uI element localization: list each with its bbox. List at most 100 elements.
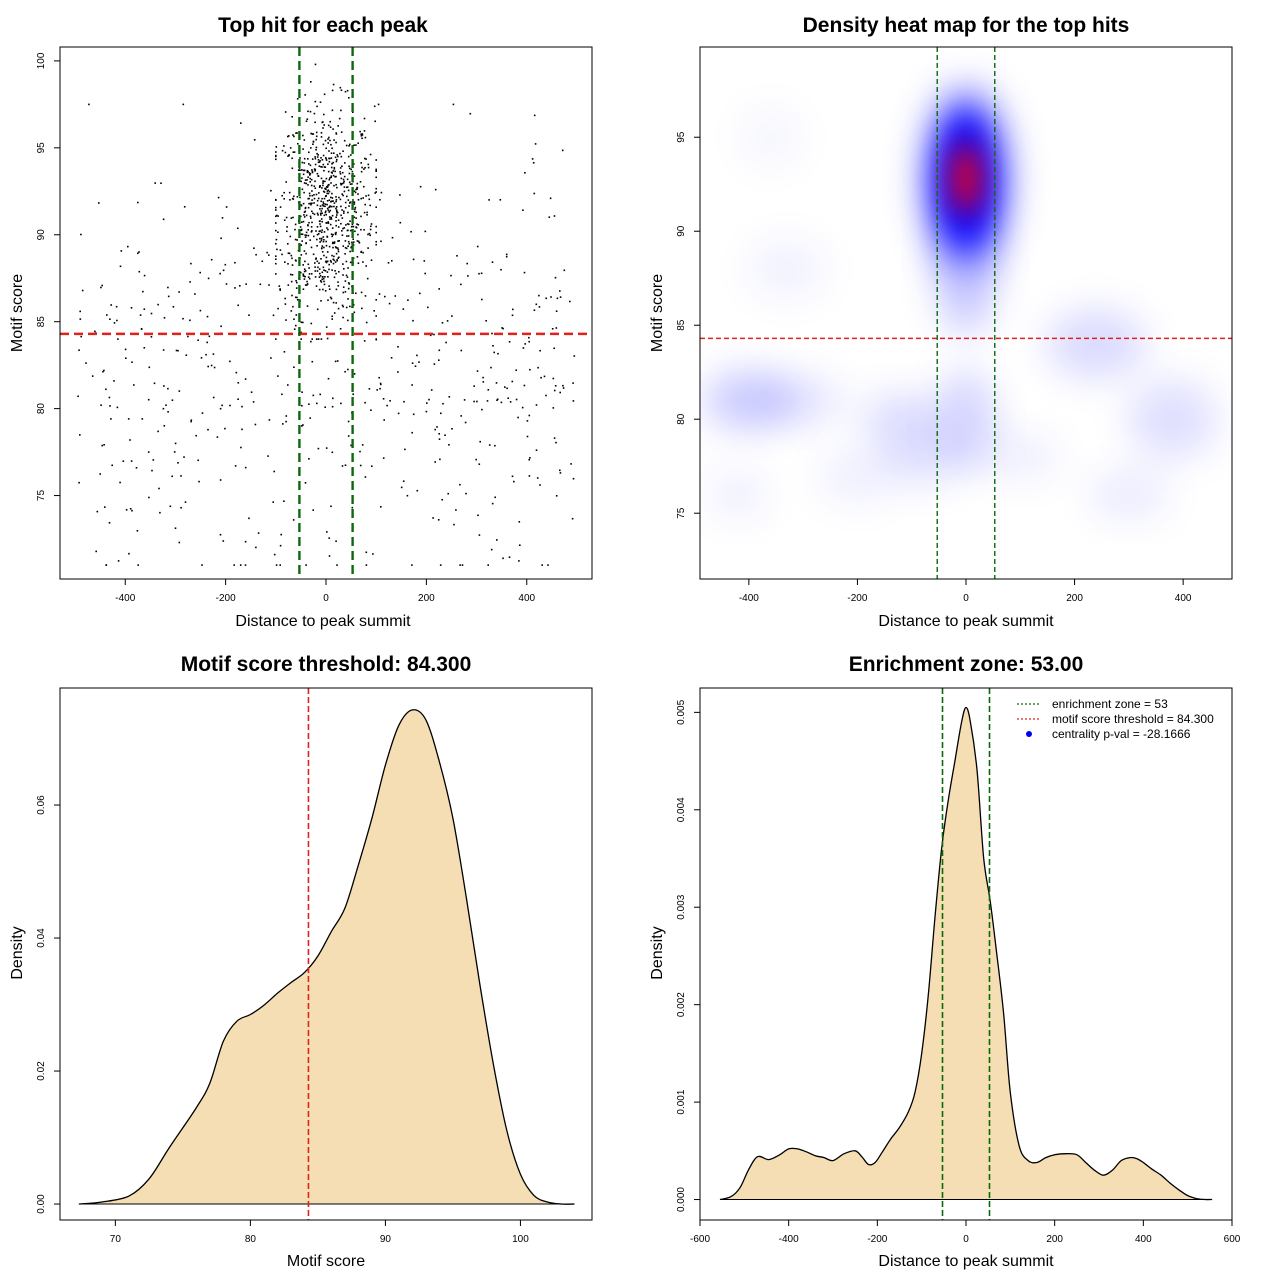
scatter-point (328, 285, 330, 287)
scatter-point (275, 154, 277, 157)
scatter-point (325, 147, 327, 150)
scatter-point (245, 283, 247, 285)
scatter-point (277, 215, 279, 217)
scatter-point (512, 308, 514, 311)
scatter-point (304, 260, 306, 263)
distance-density-y-tick-label: 0.003 (676, 894, 687, 919)
scatter-point (361, 133, 364, 135)
scatter-point (347, 282, 350, 284)
scatter-point (347, 298, 349, 300)
scatter-point (365, 158, 367, 160)
scatter-point (572, 382, 574, 384)
scatter-point (317, 159, 320, 161)
scatter-point (347, 420, 350, 423)
scatter-point (325, 326, 328, 328)
scatter-point (361, 134, 364, 136)
scatter-point (296, 239, 298, 241)
scatter-point (419, 292, 421, 295)
scatter-point (303, 216, 306, 218)
scatter-point (157, 303, 159, 306)
scatter-point (320, 300, 322, 302)
scatter-point (533, 309, 536, 311)
scatter-point (216, 436, 219, 438)
scatter-point (303, 214, 305, 216)
scatter-point (440, 412, 442, 415)
scatter-point (319, 101, 322, 103)
scatter-point (277, 375, 279, 377)
scatter-point (284, 151, 287, 154)
scatter-point (300, 204, 303, 207)
scatter-point (375, 159, 377, 161)
scatter-point (365, 551, 368, 554)
scatter-point (334, 261, 337, 263)
scatter-point (252, 401, 255, 403)
heatmap-plot-frame (699, 46, 1233, 580)
scatter-point (315, 146, 318, 149)
scatter-point (363, 168, 365, 170)
scatter-point (496, 398, 499, 401)
scatter-point (367, 194, 370, 197)
scatter-x-axis-label: Distance to peak summit (235, 613, 411, 630)
scatter-point (360, 133, 362, 135)
scatter-point (318, 276, 321, 278)
scatter-point (237, 398, 239, 400)
scatter-point (433, 363, 436, 365)
scatter-point (287, 155, 289, 157)
scatter-point (372, 553, 374, 555)
scatter-point (336, 186, 338, 189)
scatter-point (323, 214, 326, 217)
scatter-point (257, 532, 260, 534)
scatter-point (310, 246, 313, 249)
scatter-point (222, 269, 225, 272)
scatter-point (328, 150, 330, 152)
scatter-point (351, 223, 354, 226)
scatter-point (318, 220, 321, 223)
scatter-point (79, 434, 81, 436)
score-density-y-tick-label: 0.04 (36, 928, 47, 948)
scatter-point (340, 205, 342, 208)
scatter-point (297, 169, 300, 171)
scatter-point (351, 506, 354, 509)
distance-density-plot-frame (699, 687, 1233, 1221)
scatter-point (562, 384, 564, 387)
scatter-point (283, 500, 285, 502)
scatter-point (301, 161, 304, 164)
scatter-point (105, 388, 107, 391)
scatter-point (397, 346, 399, 348)
scatter-point (353, 190, 356, 192)
scatter-point (272, 501, 274, 503)
scatter-point (311, 190, 313, 192)
scatter-point (324, 260, 327, 263)
scatter-point (353, 210, 356, 213)
scatter-point (275, 273, 277, 275)
scatter-point (328, 245, 331, 248)
scatter-point (284, 303, 287, 305)
scatter-point (329, 218, 331, 220)
scatter-point (314, 266, 316, 268)
scatter-point (331, 147, 333, 150)
scatter-point (229, 404, 231, 407)
scatter-point (308, 202, 310, 205)
scatter-point (324, 139, 327, 142)
scatter-point (442, 402, 444, 405)
scatter-point (464, 421, 467, 424)
score-density-y-tick-label: 0.00 (36, 1194, 47, 1214)
scatter-point (338, 240, 340, 242)
scatter-point (323, 124, 325, 126)
scatter-point (340, 89, 343, 91)
scatter-point (331, 405, 334, 408)
scatter-point (331, 451, 334, 454)
scatter-point (225, 206, 228, 208)
scatter-point (198, 480, 200, 483)
scatter-point (429, 334, 432, 337)
scatter-point (331, 235, 333, 238)
scatter-point (302, 148, 304, 150)
scatter-point (535, 303, 538, 306)
scatter-point (481, 298, 483, 301)
scatter-point (328, 157, 330, 160)
scatter-point (326, 203, 328, 206)
scatter-point (287, 284, 290, 286)
scatter-point (433, 333, 435, 336)
scatter-point (366, 277, 369, 280)
scatter-point (309, 417, 311, 419)
